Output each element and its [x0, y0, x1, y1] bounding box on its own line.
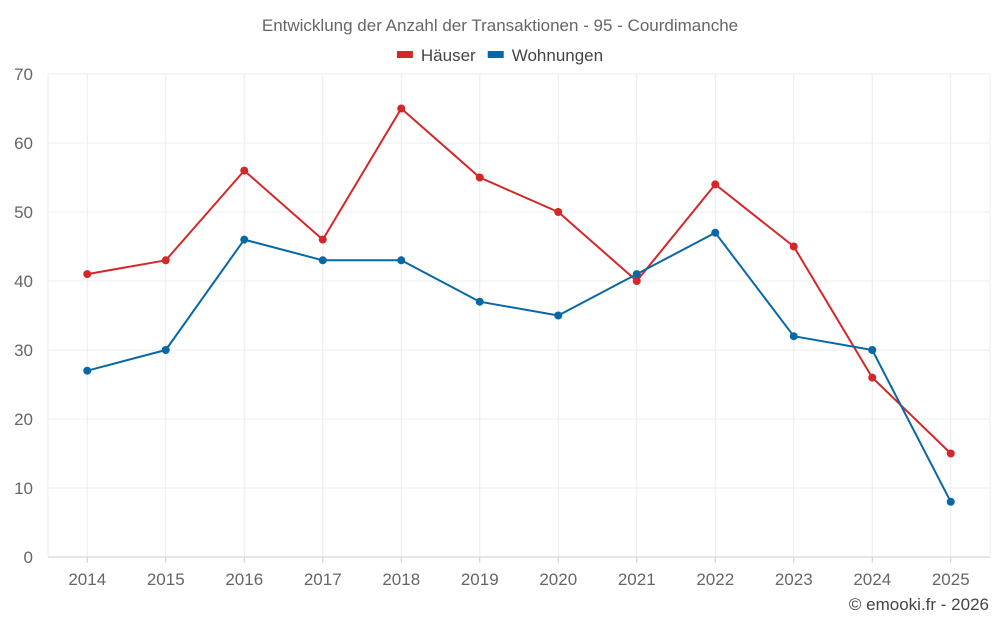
- y-tick-label: 0: [24, 548, 33, 567]
- data-point[interactable]: [554, 311, 563, 320]
- grid: [47, 73, 991, 558]
- series-line: [87, 107, 952, 455]
- data-point[interactable]: [475, 173, 484, 182]
- x-axis: 2014 2015 2016 2017 2018 2019 2020 2021 2022 2023…: [68, 557, 970, 589]
- x-tick-label: 2020: [539, 570, 577, 589]
- x-tick-label: 2024: [853, 570, 891, 589]
- y-tick-label: 50: [14, 203, 33, 222]
- chart-title: Entwicklung der Anzahl der Transaktionen…: [262, 16, 738, 35]
- data-point[interactable]: [475, 297, 484, 306]
- data-point[interactable]: [397, 256, 406, 265]
- data-point[interactable]: [632, 270, 641, 279]
- legend-label: Häuser: [421, 46, 476, 65]
- legend-swatch: [396, 51, 413, 58]
- data-point[interactable]: [868, 346, 877, 354]
- y-tick-label: 10: [14, 479, 33, 498]
- x-tick-label: 2017: [304, 570, 342, 589]
- x-tick-label: 2022: [696, 570, 734, 589]
- x-tick-label: 2021: [618, 570, 656, 589]
- x-tick-label: 2023: [775, 570, 813, 589]
- data-point[interactable]: [83, 270, 92, 279]
- y-axis: 0 10 20 30 40 50 60 70: [14, 65, 33, 567]
- series-group: [83, 104, 955, 506]
- data-point[interactable]: [83, 366, 92, 375]
- legend-swatch: [487, 51, 504, 58]
- data-point[interactable]: [946, 449, 955, 458]
- data-point[interactable]: [946, 497, 955, 506]
- y-tick-label: 40: [14, 272, 33, 291]
- x-tick-label: 2019: [461, 570, 499, 589]
- data-point[interactable]: [318, 235, 327, 244]
- y-tick-label: 60: [14, 134, 33, 153]
- x-tick-label: 2018: [382, 570, 420, 589]
- legend: Häuser Wohnungen: [396, 46, 603, 65]
- data-point[interactable]: [711, 228, 720, 237]
- series-wohnungen: [83, 228, 955, 506]
- legend-item-haeuser[interactable]: Häuser: [396, 46, 476, 65]
- y-tick-label: 70: [14, 65, 33, 84]
- legend-label: Wohnungen: [512, 46, 603, 65]
- copyright-credit: © emooki.fr - 2026: [849, 595, 989, 614]
- x-tick-label: 2015: [147, 570, 185, 589]
- x-tick-label: 2016: [225, 570, 263, 589]
- data-point[interactable]: [240, 235, 249, 244]
- y-tick-label: 20: [14, 410, 33, 429]
- data-point[interactable]: [711, 180, 720, 189]
- series-haeuser: [83, 104, 955, 458]
- data-point[interactable]: [554, 208, 563, 216]
- legend-item-wohnungen[interactable]: Wohnungen: [487, 46, 603, 65]
- data-point[interactable]: [318, 256, 327, 265]
- data-point[interactable]: [789, 332, 798, 341]
- data-point[interactable]: [161, 256, 170, 265]
- data-point[interactable]: [161, 346, 170, 354]
- x-tick-label: 2014: [68, 570, 106, 589]
- data-point[interactable]: [868, 373, 877, 382]
- data-point[interactable]: [240, 166, 249, 175]
- data-point[interactable]: [397, 104, 406, 113]
- data-point[interactable]: [632, 277, 641, 285]
- series-line: [86, 231, 952, 503]
- data-point[interactable]: [789, 242, 798, 251]
- y-tick-label: 30: [14, 341, 33, 360]
- x-tick-label: 2025: [932, 570, 970, 589]
